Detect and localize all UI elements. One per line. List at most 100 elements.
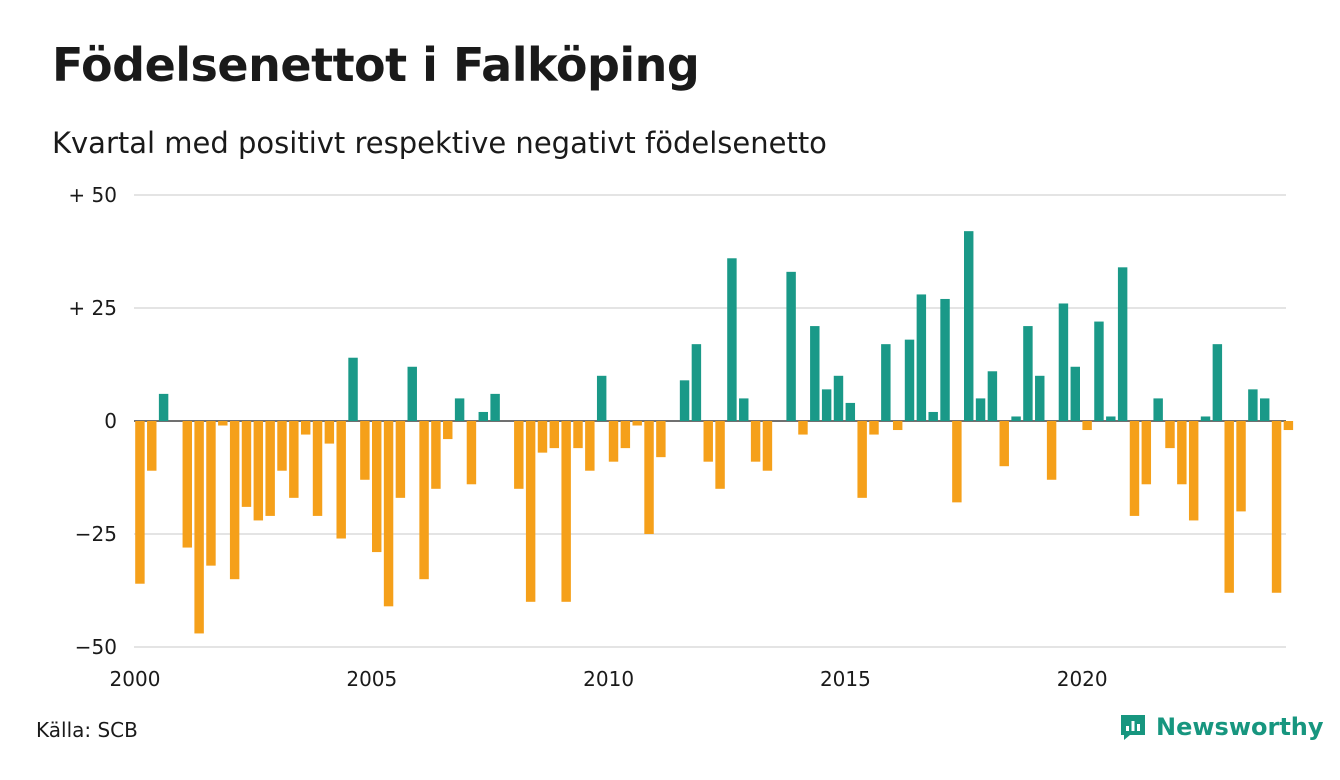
bar-positive	[596, 375, 607, 421]
bar-negative	[585, 421, 595, 471]
y-tick-label: + 25	[68, 296, 117, 320]
bar-negative	[265, 421, 275, 516]
bar-negative	[999, 421, 1009, 467]
bar-negative	[336, 421, 346, 539]
bar-negative	[135, 421, 145, 584]
bar-negative	[1271, 421, 1282, 593]
bar-negative	[431, 421, 441, 489]
y-tick-label: 0	[104, 409, 117, 433]
bar-negative	[644, 421, 654, 534]
bar-negative	[1283, 421, 1294, 431]
bar-negative	[241, 421, 252, 507]
bar-positive	[940, 298, 950, 421]
bar-negative	[514, 421, 524, 489]
bar-positive	[348, 357, 358, 421]
bar-positive	[1011, 416, 1021, 421]
chart-title: Födelsenettot i Falköping	[52, 38, 700, 92]
y-tick-label: −25	[75, 522, 117, 546]
source-note: Källa: SCB	[36, 718, 138, 742]
bar-positive	[478, 411, 488, 421]
bar-negative	[525, 421, 536, 602]
bar-negative	[324, 421, 335, 444]
bar-positive	[1035, 375, 1045, 421]
bar-negative	[312, 421, 323, 516]
bar-positive	[739, 398, 749, 421]
bar-positive	[1106, 416, 1116, 421]
bar-positive	[975, 398, 986, 421]
bar-negative	[952, 421, 962, 503]
bar-negative	[277, 421, 287, 471]
bar-negative	[561, 421, 571, 602]
bar-negative	[608, 421, 619, 462]
bar-positive	[964, 231, 974, 421]
bar-negative	[218, 421, 228, 426]
bar-positive	[1212, 344, 1223, 421]
bar-negative	[715, 421, 725, 489]
bar-negative	[383, 421, 394, 607]
bar-positive	[833, 375, 844, 421]
bar-negative	[395, 421, 406, 498]
bar-negative	[750, 421, 761, 462]
bar-negative	[1046, 421, 1057, 480]
bar-negative	[892, 421, 903, 431]
bar-negative	[620, 421, 631, 449]
bar-negative	[762, 421, 773, 471]
bar-negative	[443, 421, 453, 440]
bar-negative	[253, 421, 264, 521]
bar-negative	[1082, 421, 1092, 431]
bar-negative	[300, 421, 311, 435]
x-tick-label: 2000	[110, 667, 161, 691]
bar-positive	[158, 393, 169, 421]
bar-chart: + 50 + 25 0 −25 −50 2000 2005 2010 2015 2020	[68, 183, 1294, 691]
bar-negative	[147, 421, 157, 471]
bar-negative	[360, 421, 370, 480]
bar-positive	[810, 326, 820, 421]
bar-positive	[1248, 389, 1258, 421]
bar-negative	[1129, 421, 1140, 516]
bar-positive	[845, 402, 856, 421]
bar-negative	[703, 421, 713, 462]
bar-negative	[656, 421, 666, 458]
bar-positive	[1200, 416, 1211, 421]
bar-positive	[727, 258, 737, 421]
bar-negative	[1141, 421, 1152, 485]
bar-positive	[821, 389, 832, 421]
bar-positive	[490, 393, 500, 421]
bar-negative	[182, 421, 192, 548]
x-tick-label: 2010	[583, 667, 634, 691]
y-tick-label: −50	[75, 635, 117, 659]
bar-positive	[881, 344, 891, 421]
x-axis-labels: 2000 2005 2010 2015 2020	[110, 667, 1108, 691]
y-axis-labels: + 50 + 25 0 −25 −50	[68, 183, 117, 659]
bar-positive	[1070, 366, 1080, 421]
bar-positive	[679, 380, 690, 421]
bar-negative	[466, 421, 477, 485]
chart-subtitle: Kvartal med positivt respektive negativt…	[52, 126, 827, 160]
bar-positive	[916, 294, 927, 421]
newsworthy-logo-icon	[1121, 715, 1145, 740]
bar-positive	[1260, 398, 1270, 421]
bar-positive	[987, 371, 998, 421]
bar-positive	[1094, 321, 1104, 421]
x-tick-label: 2020	[1057, 667, 1108, 691]
bar-negative	[1236, 421, 1246, 512]
bar-positive	[904, 339, 915, 421]
bar-negative	[1177, 421, 1187, 485]
bar-negative	[194, 421, 204, 634]
bar-negative	[549, 421, 560, 449]
bars	[135, 231, 1294, 634]
bar-negative	[632, 421, 642, 426]
bar-negative	[1224, 421, 1234, 593]
bar-negative	[869, 421, 879, 435]
brand-name: Newsworthy	[1156, 713, 1324, 741]
bar-negative	[798, 421, 808, 435]
bar-positive	[1023, 326, 1033, 421]
bar-negative	[372, 421, 382, 553]
bar-negative	[1165, 421, 1175, 449]
bar-negative	[206, 421, 216, 566]
bar-positive	[1117, 267, 1128, 421]
bar-negative	[537, 421, 548, 453]
brand-logo: Newsworthy	[1118, 712, 1324, 742]
y-tick-label: + 50	[68, 183, 117, 207]
x-tick-label: 2015	[820, 667, 871, 691]
